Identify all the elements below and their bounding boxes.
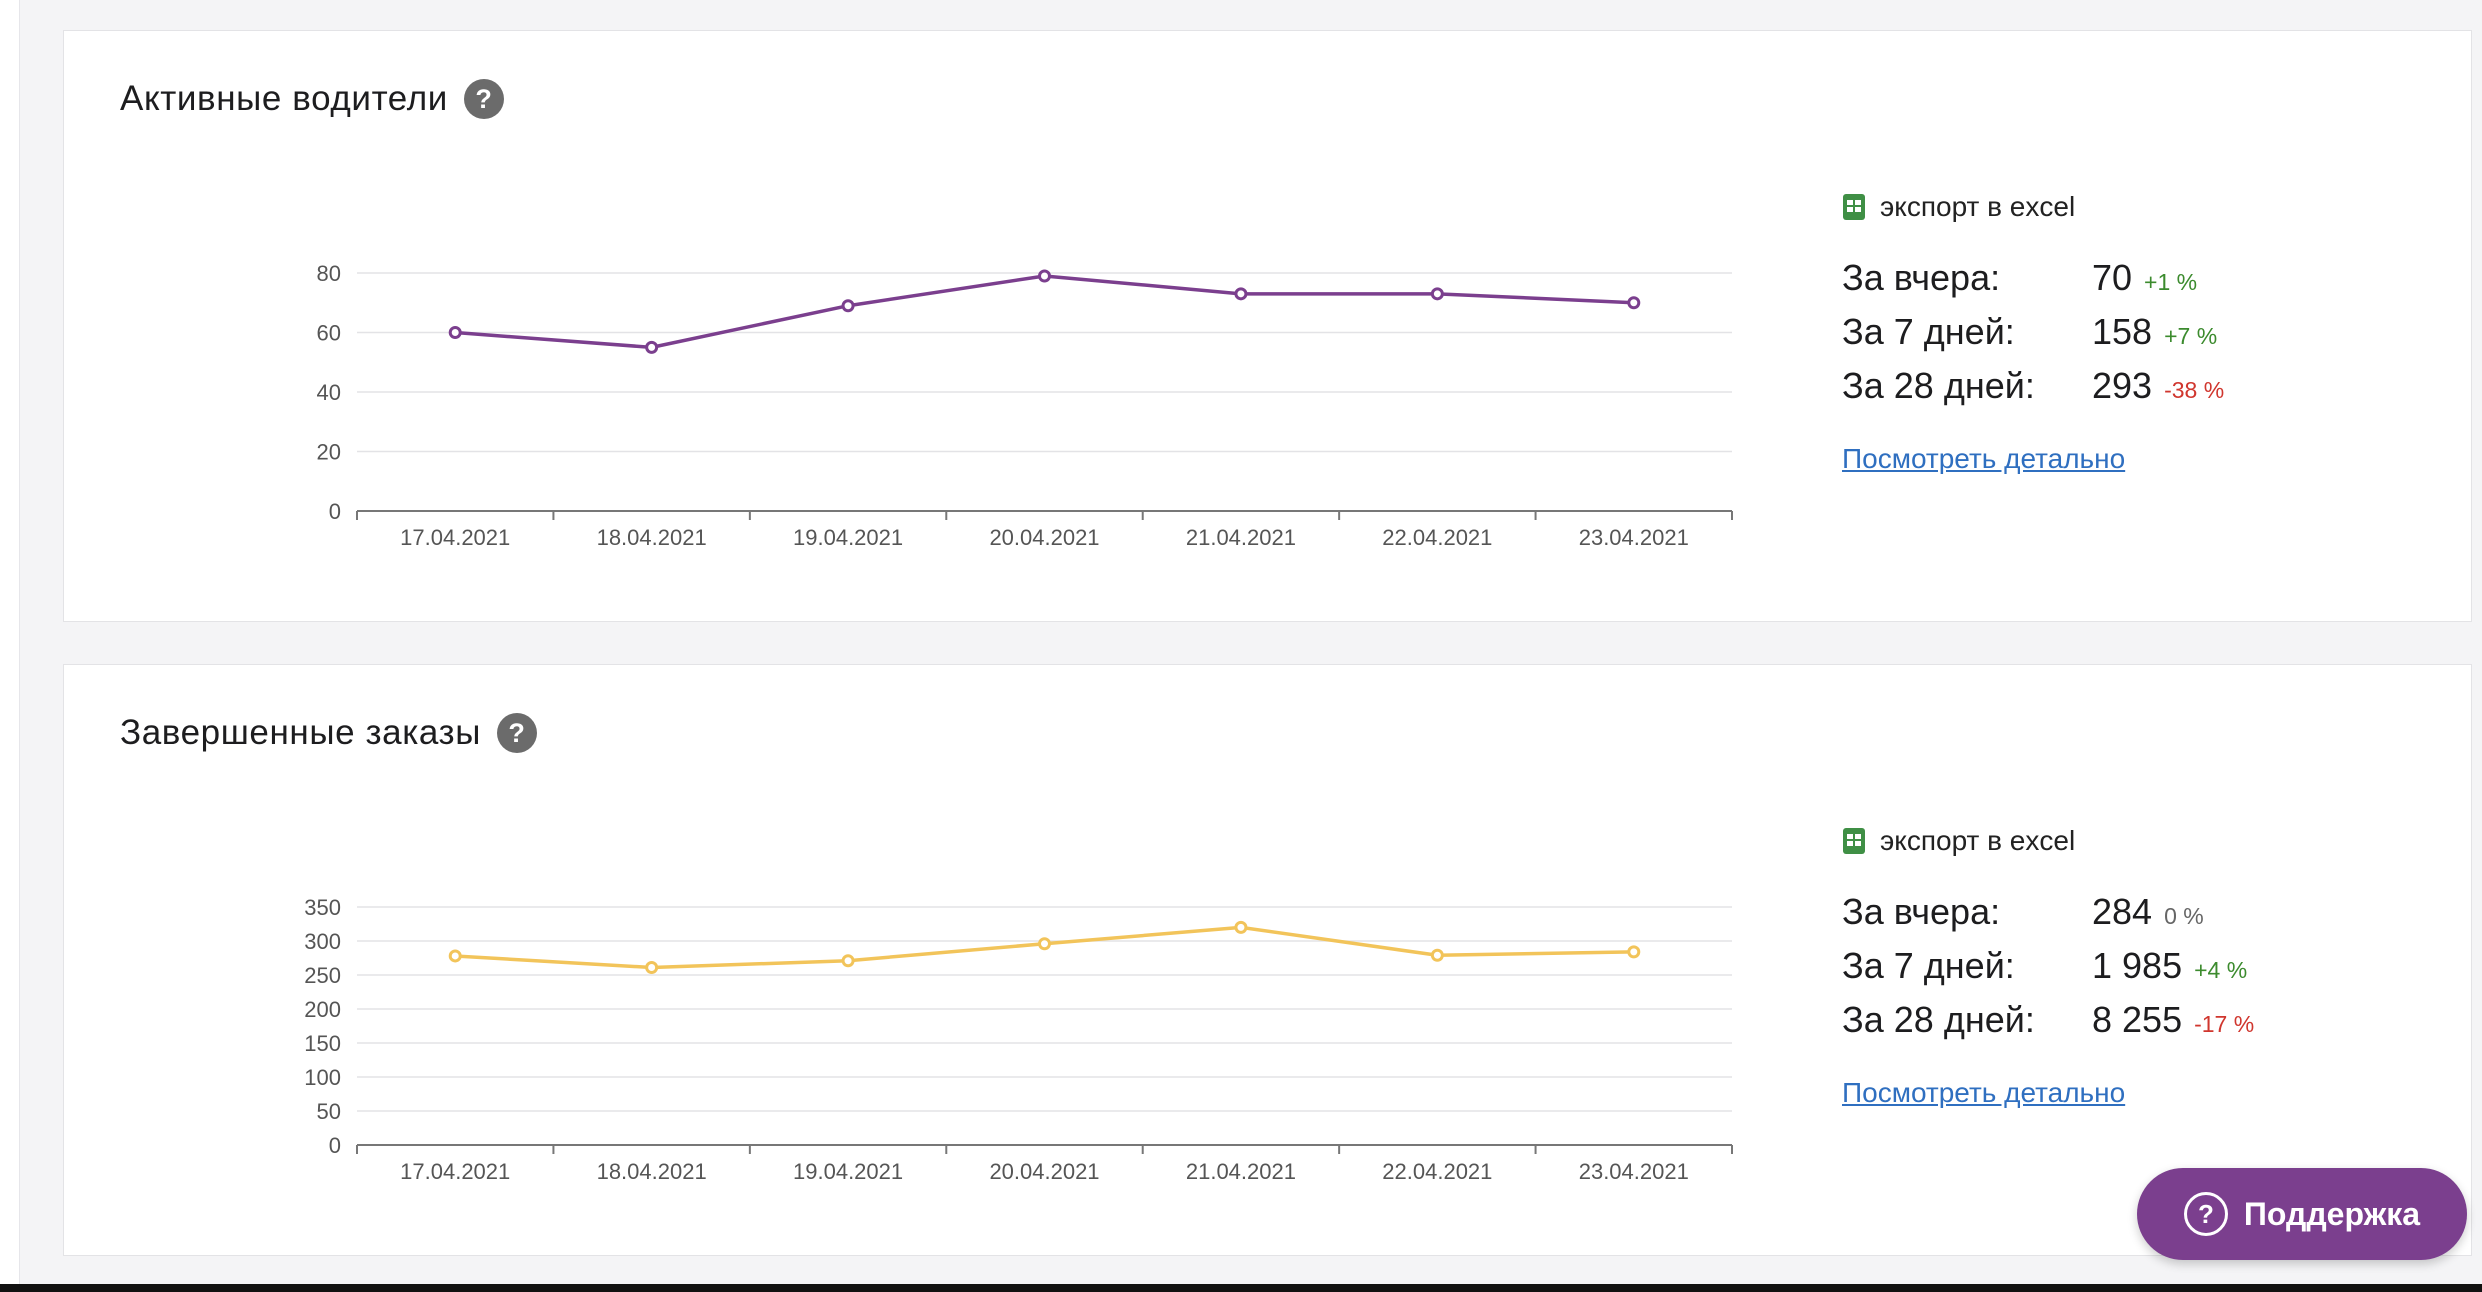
export-excel-button[interactable]: экспорт в excel (1842, 191, 2442, 223)
x-tick-label: 17.04.2021 (400, 1159, 510, 1184)
y-tick-label: 250 (304, 963, 341, 988)
stat-row-7-days: За 7 дней: 1 985 +4 % (1842, 945, 2442, 999)
y-tick-label: 350 (304, 895, 341, 920)
completed-orders-chart: 0 50 100 150 200 250 300 350 17.04.2021 18.04.202… (304, 895, 1733, 1184)
y-tick-label: 60 (317, 321, 341, 346)
completed-orders-card: Завершенные заказы ? 0 50 100 150 200 250 300 3… (63, 664, 2472, 1256)
card-title: Завершенные заказы ? (120, 713, 537, 753)
data-point[interactable] (1430, 287, 1444, 301)
view-details-link[interactable]: Посмотреть детально (1842, 443, 2126, 474)
question-circle-icon[interactable]: ? (463, 79, 504, 119)
data-point[interactable] (645, 961, 659, 975)
data-point[interactable] (1627, 945, 1641, 959)
y-tick-label: 20 (317, 440, 341, 465)
y-tick-label: 40 (317, 380, 341, 405)
stat-row-28-days: За 28 дней: 8 255 -17 % (1842, 999, 2442, 1053)
stats-panel: экспорт в excel За вчера: 70 +1 % За 7 д… (1842, 191, 2442, 475)
stat-delta: +1 % (2144, 269, 2198, 295)
stats-list: За вчера: 284 0 % За 7 дней: 1 985 +4 % … (1842, 891, 2442, 1053)
data-point[interactable] (1038, 937, 1051, 951)
card-title-text: Активные водители (120, 79, 448, 118)
data-point[interactable] (448, 326, 462, 339)
data-point[interactable] (1038, 269, 1051, 283)
stat-delta: -38 % (2164, 377, 2225, 403)
y-tick-label: 80 (317, 261, 341, 286)
excel-icon (1843, 194, 1865, 220)
stat-value: 1 985 (2092, 945, 2183, 986)
export-label: экспорт в excel (1880, 191, 2076, 222)
data-point[interactable] (1627, 296, 1641, 310)
y-tick-label: 100 (304, 1065, 341, 1090)
stat-value: 293 (2092, 365, 2153, 406)
excel-icon (1843, 828, 1865, 854)
x-tick-label: 20.04.2021 (989, 1159, 1099, 1184)
stat-row-yesterday: За вчера: 70 +1 % (1842, 257, 2442, 311)
x-tick-label: 23.04.2021 (1579, 1159, 1689, 1184)
y-tick-label: 0 (329, 499, 341, 524)
stat-value: 158 (2092, 311, 2153, 352)
data-point[interactable] (645, 340, 659, 354)
stat-label: За 28 дней: (1842, 365, 2035, 406)
stat-delta: +4 % (2194, 957, 2248, 983)
stat-value: 8 255 (2092, 999, 2183, 1040)
stat-label: За вчера: (1842, 257, 2001, 298)
stat-delta: -17 % (2194, 1011, 2255, 1037)
question-circle-icon[interactable]: ? (496, 713, 537, 753)
stats-panel: экспорт в excel За вчера: 284 0 % За 7 д… (1842, 825, 2442, 1109)
x-tick-label: 17.04.2021 (400, 525, 510, 550)
data-point[interactable] (1234, 920, 1248, 934)
x-tick-label: 21.04.2021 (1186, 1159, 1296, 1184)
active-drivers-chart: 0 20 40 60 80 17.04.2021 18.04.2021 19.04.2021 2… (317, 261, 1733, 550)
y-tick-label: 150 (304, 1031, 341, 1056)
stat-value: 284 (2092, 891, 2153, 932)
data-point[interactable] (841, 954, 855, 968)
card-title-text: Завершенные заказы (120, 713, 481, 752)
y-tick-label: 200 (304, 997, 341, 1022)
data-point[interactable] (841, 299, 855, 313)
stat-label: За 7 дней: (1842, 945, 2015, 986)
y-tick-label: 50 (317, 1099, 341, 1124)
x-tick-label: 18.04.2021 (597, 525, 707, 550)
series-line (455, 274, 1634, 350)
bottom-edge (0, 1284, 2482, 1292)
active-drivers-card: Активные водители ? 0 20 40 60 80 17.04.2021 1… (63, 30, 2472, 622)
x-tick-label: 22.04.2021 (1382, 525, 1492, 550)
support-button[interactable]: ? Поддержка (2137, 1168, 2467, 1260)
data-point[interactable] (448, 949, 462, 963)
y-tick-label: 300 (304, 929, 341, 954)
data-point[interactable] (1430, 948, 1444, 962)
stats-list: За вчера: 70 +1 % За 7 дней: 158 +7 % За… (1842, 257, 2442, 419)
x-tick-label: 19.04.2021 (793, 1159, 903, 1184)
stat-row-yesterday: За вчера: 284 0 % (1842, 891, 2442, 945)
left-rail (0, 0, 20, 1292)
export-label: экспорт в excel (1880, 825, 2076, 856)
data-point[interactable] (1234, 287, 1248, 301)
y-tick-label: 0 (329, 1133, 341, 1158)
stat-label: За вчера: (1842, 891, 2001, 932)
question-circle-icon: ? (2183, 1192, 2228, 1236)
card-title: Активные водители ? (120, 79, 504, 119)
view-details-link[interactable]: Посмотреть детально (1842, 1077, 2126, 1108)
stat-delta: +7 % (2164, 323, 2218, 349)
x-tick-label: 19.04.2021 (793, 525, 903, 550)
stat-delta: 0 % (2164, 903, 2204, 929)
x-tick-label: 23.04.2021 (1579, 525, 1689, 550)
stat-label: За 7 дней: (1842, 311, 2015, 352)
export-excel-button[interactable]: экспорт в excel (1842, 825, 2442, 857)
stat-row-7-days: За 7 дней: 158 +7 % (1842, 311, 2442, 365)
x-tick-label: 20.04.2021 (989, 525, 1099, 550)
support-label: Поддержка (2243, 1195, 2421, 1232)
stat-label: За 28 дней: (1842, 999, 2035, 1040)
x-tick-label: 18.04.2021 (597, 1159, 707, 1184)
x-tick-label: 22.04.2021 (1382, 1159, 1492, 1184)
stat-value: 70 (2092, 257, 2133, 298)
stat-row-28-days: За 28 дней: 293 -38 % (1842, 365, 2442, 419)
x-tick-label: 21.04.2021 (1186, 525, 1296, 550)
